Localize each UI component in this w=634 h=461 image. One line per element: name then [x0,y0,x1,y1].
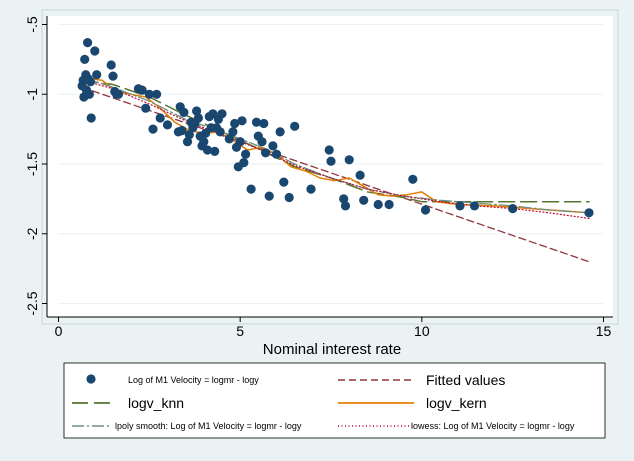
data-point [455,201,465,211]
data-point [257,137,267,147]
data-point [259,118,269,129]
data-point [268,141,278,151]
data-point [306,184,316,194]
data-point [584,208,594,218]
data-point [275,127,285,137]
kern-line [81,76,590,214]
data-point [210,146,220,156]
y-tick-label: -2.5 [24,291,40,315]
legend-fitted-entry: Fitted values [338,372,505,388]
legend-scatter-marker [86,374,96,384]
data-point [199,137,209,147]
data-point [469,201,480,211]
data-point [235,137,245,147]
data-point [192,106,202,116]
knn-line [81,79,590,203]
legend-lowess-entry: lowess: Log of M1 Velocity = logmr - log… [338,421,575,431]
data-point [384,199,394,210]
data-point [84,89,94,99]
data-point [224,134,234,144]
data-point [237,116,247,126]
data-point [230,118,240,129]
legend-knn-label: logv_knn [128,395,184,411]
x-tick-label: 10 [414,323,430,339]
data-point [137,85,147,95]
data-point [344,155,354,165]
lpoly-line [81,76,590,214]
legend-kern-entry: logv_kern [338,395,487,411]
data-point [279,177,289,187]
legend-kern-label: logv_kern [426,395,487,411]
data-point [271,149,282,159]
data-point [85,77,96,87]
data-point [141,103,151,113]
data-point [339,194,349,204]
data-point [246,184,256,194]
x-tick-label: 0 [55,323,63,339]
data-point [326,156,336,166]
data-point [239,158,249,168]
data-point [290,121,300,131]
data-point [228,127,238,137]
data-point [90,46,100,56]
data-point [155,113,165,123]
data-point [83,38,93,48]
legend-scatter-label: Log of M1 Velocity = logmr - logy [128,375,259,385]
data-point [177,125,187,136]
data-point [359,195,369,205]
y-tick-label: -1.5 [24,152,40,176]
data-point [408,174,418,184]
data-point [217,109,227,119]
legend-fitted-label: Fitted values [426,372,505,388]
data-point [108,71,118,81]
data-point [184,130,194,140]
data-point [508,204,518,214]
data-point [251,117,262,127]
data-point [373,199,383,210]
data-point [261,148,271,158]
data-point [340,201,351,211]
data-point [162,120,173,130]
legend-lowess-label: lowess: Log of M1 Velocity = logmr - log… [411,421,575,431]
data-point [86,113,96,123]
data-point [202,145,213,155]
plot-area [47,16,613,317]
data-point [144,89,154,99]
data-point [193,113,203,123]
data-point [355,170,365,180]
data-point [264,191,274,201]
legend-knn-entry: logv_knn [72,395,184,411]
x-tick-label: 5 [236,323,244,339]
data-point [148,124,158,134]
data-point [241,149,251,159]
x-tick-label: 15 [596,323,612,339]
data-point [284,192,294,203]
data-point [324,145,334,155]
legend-box [63,362,606,439]
x-axis-title: Nominal interest rate [263,341,401,358]
data-point [106,60,116,70]
y-tick-label: -.5 [24,16,40,33]
lowess-line [81,79,590,219]
data-point [215,127,225,137]
data-point [420,205,431,215]
data-point [92,70,102,80]
legend-lpoly-entry: lpoly smooth: Log of M1 Velocity = logmr… [72,421,302,431]
data-point [113,89,124,99]
fitted-line [81,86,590,263]
y-tick-label: -2 [24,227,40,240]
legend-lpoly-label: lpoly smooth: Log of M1 Velocity = logmr… [115,421,302,431]
data-point [179,107,189,117]
legend-scatter-entry: Log of M1 Velocity = logmr - logy [86,374,259,385]
y-tick-label: -1 [24,88,40,101]
data-point [182,137,193,147]
data-point [152,89,162,99]
data-point [80,54,90,64]
